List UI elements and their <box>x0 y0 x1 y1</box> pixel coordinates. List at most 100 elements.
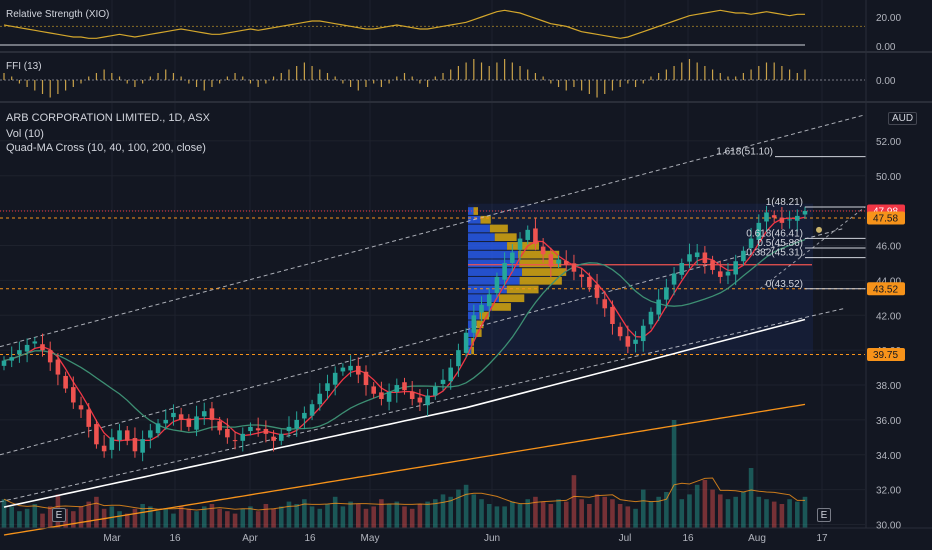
earnings-e-button[interactable]: E <box>817 508 831 522</box>
vp-row-down <box>473 207 479 215</box>
ma200-line <box>3 403 806 536</box>
price-tick-label: 52.00 <box>876 137 901 148</box>
volume-bar <box>533 496 538 528</box>
rsi-pane-label: Relative Strength (XIO) <box>6 9 110 20</box>
volume-bar <box>741 492 746 528</box>
pane-dividers <box>0 0 932 529</box>
candlesticks[interactable] <box>1 205 808 462</box>
candle-body <box>563 260 569 265</box>
orange-price-levels <box>0 210 865 356</box>
candle-body <box>556 259 561 264</box>
candle-body <box>71 387 76 403</box>
volume-bar <box>302 499 307 528</box>
time-tick-label: 16 <box>304 533 316 544</box>
price-tick-label: 38.00 <box>876 381 901 392</box>
volume-bar <box>271 508 276 528</box>
candle-body <box>209 408 215 420</box>
candle-body <box>579 274 584 277</box>
volume-bar <box>648 501 654 528</box>
time-tick-label: 17 <box>816 533 828 544</box>
vp-row-down <box>476 320 484 329</box>
candle-body <box>517 238 523 250</box>
candle-body <box>124 430 130 441</box>
fib-label: 1.618(51.10) <box>716 147 773 158</box>
volume-bar <box>671 420 677 528</box>
volume-bar <box>78 506 84 528</box>
candle-body <box>494 276 500 293</box>
candle-body <box>702 252 708 263</box>
volume-bar <box>309 506 315 528</box>
candle-body <box>355 365 361 375</box>
candle-body <box>332 372 338 385</box>
volume-bar <box>756 496 762 528</box>
candle-body <box>24 344 30 352</box>
volume-bar <box>40 513 45 528</box>
time-tick-label: Apr <box>242 533 258 544</box>
vp-row-up <box>468 276 520 285</box>
candle-body <box>479 304 484 313</box>
volume-bar <box>787 499 792 528</box>
volume-bar <box>355 504 361 528</box>
volume-bar <box>594 494 600 528</box>
earnings-e-button-left[interactable]: E <box>52 508 66 522</box>
time-tick-label: Jun <box>484 533 500 544</box>
candle-body <box>656 299 661 315</box>
candle-body <box>640 325 646 342</box>
candle-body <box>363 371 369 386</box>
candle-body <box>710 260 715 270</box>
candle-body <box>201 411 207 417</box>
volume-bar <box>617 504 623 528</box>
currency-button[interactable]: AUD <box>888 112 918 125</box>
candle-body <box>348 365 353 371</box>
volume-bar <box>502 506 507 528</box>
fib-label: 0.618(46.41) <box>746 228 803 239</box>
volume-bar <box>471 494 477 528</box>
vp-row-down <box>480 215 491 224</box>
volume-bar <box>548 504 554 528</box>
volume-bar <box>278 506 284 528</box>
candle-body <box>779 217 785 223</box>
candle-body <box>17 350 22 355</box>
volume-bar <box>117 511 122 528</box>
vp-row-down <box>519 276 562 285</box>
vp-row-up <box>468 250 519 259</box>
candle-body <box>610 306 615 324</box>
volume-bar <box>17 511 22 528</box>
volume-bar <box>86 501 92 528</box>
time-axis[interactable]: Mar 16 Apr 16 May Jun Jul 16 Aug 17 <box>103 533 828 544</box>
volume-bar <box>494 506 500 528</box>
candle-body <box>271 436 276 441</box>
candle-body <box>47 350 53 363</box>
vp-row-up <box>468 268 523 276</box>
volume-bar <box>140 504 145 528</box>
volume-ma-line <box>3 477 805 511</box>
volume-bar <box>9 506 14 528</box>
candle-body <box>664 287 669 300</box>
volume-bar <box>371 506 376 528</box>
volume-bar <box>656 496 661 528</box>
candle-body <box>633 339 638 344</box>
volume-bar <box>417 504 423 528</box>
candle-body <box>433 386 438 396</box>
marker-dot <box>816 226 822 233</box>
volume-bar <box>379 499 384 528</box>
candle-body <box>602 299 608 309</box>
volume-bar <box>186 508 192 528</box>
vp-row-down <box>471 337 474 346</box>
candle-body <box>617 326 623 337</box>
candle-body <box>186 418 192 427</box>
volume-bar <box>255 511 261 528</box>
candle-body <box>317 393 323 405</box>
volume-bar <box>148 506 153 528</box>
candle-body <box>302 412 307 419</box>
candle-body <box>386 392 392 402</box>
vp-row-down <box>494 233 517 242</box>
vp-row-up <box>468 207 474 215</box>
vp-row-down <box>479 311 490 320</box>
volume-bar <box>217 508 222 528</box>
candle-body <box>340 367 346 372</box>
volume-bar <box>479 499 484 528</box>
vp-row-up <box>468 294 499 303</box>
